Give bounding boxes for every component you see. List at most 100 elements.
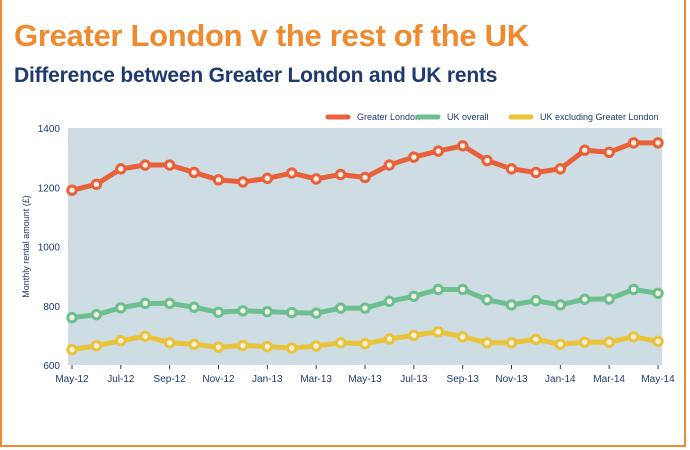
x-tick-label: Mar-13 xyxy=(300,374,332,385)
chart-subtitle: Difference between Greater London and UK… xyxy=(14,64,498,87)
data-point xyxy=(579,144,591,156)
data-point xyxy=(359,302,371,314)
data-point xyxy=(383,159,396,171)
data-point xyxy=(505,299,518,311)
data-point xyxy=(383,295,396,308)
y-tick-label: 1400 xyxy=(38,124,61,135)
data-point xyxy=(481,154,493,167)
data-point xyxy=(66,184,78,196)
data-point xyxy=(603,336,615,348)
data-point xyxy=(261,172,274,185)
data-point xyxy=(530,333,542,345)
data-point xyxy=(237,339,249,352)
x-tick-label: Sep-13 xyxy=(447,374,480,385)
y-tick-label: 600 xyxy=(43,361,60,372)
data-point xyxy=(115,302,127,314)
data-point xyxy=(408,151,420,163)
data-point xyxy=(237,305,249,317)
data-point xyxy=(90,178,103,190)
data-point xyxy=(163,337,176,349)
data-point xyxy=(530,295,542,307)
data-point xyxy=(163,297,176,310)
data-point xyxy=(188,301,200,313)
y-tick-label: 800 xyxy=(43,302,60,313)
data-point xyxy=(139,330,151,342)
data-point xyxy=(212,174,225,186)
data-point xyxy=(310,173,322,185)
y-tick-label: 1200 xyxy=(38,183,61,194)
y-axis-label: Monthly rental amount (£) xyxy=(21,195,31,298)
data-point xyxy=(505,163,518,175)
x-tick-label: May-13 xyxy=(348,374,382,385)
x-tick-label: Sep-12 xyxy=(154,374,187,385)
data-point xyxy=(212,306,225,318)
y-tick-label: 1000 xyxy=(38,243,61,254)
data-point xyxy=(432,145,444,157)
data-point xyxy=(383,333,396,345)
data-point xyxy=(481,337,493,349)
x-tick-label: Jan-13 xyxy=(252,374,283,385)
legend: Greater London UK overall UK excluding Gre… xyxy=(325,112,659,122)
data-point xyxy=(652,335,664,347)
x-tick-label: May-14 xyxy=(641,374,675,385)
data-point xyxy=(310,340,322,352)
data-point xyxy=(334,168,347,181)
data-point xyxy=(261,305,274,318)
data-point xyxy=(530,166,542,179)
data-point xyxy=(627,283,640,296)
data-point xyxy=(261,340,274,353)
data-point xyxy=(603,146,615,158)
data-point xyxy=(579,293,591,305)
legend-label: Greater London xyxy=(357,112,420,122)
data-point xyxy=(579,336,591,348)
data-point xyxy=(359,171,371,184)
data-point xyxy=(139,159,151,171)
data-point xyxy=(432,283,444,296)
data-point xyxy=(66,311,78,324)
data-point xyxy=(163,159,176,171)
data-point xyxy=(334,302,347,314)
data-point xyxy=(237,176,249,188)
data-point xyxy=(432,326,444,338)
data-point xyxy=(334,337,347,349)
data-point xyxy=(652,137,664,149)
data-point xyxy=(627,331,640,343)
x-axis: May-12 Jul-12 Sep-12 Nov-12 Jan-13 Mar-13 May-… xyxy=(55,365,675,385)
x-tick-label: Nov-13 xyxy=(495,374,528,385)
data-point xyxy=(652,287,664,300)
x-tick-label: Jul-12 xyxy=(107,374,135,385)
x-tick-label: Nov-12 xyxy=(202,374,235,385)
data-point xyxy=(456,283,469,296)
data-point xyxy=(505,337,518,349)
data-point xyxy=(286,306,298,319)
data-point xyxy=(115,335,127,347)
series-group xyxy=(66,137,664,356)
x-tick-label: Mar-14 xyxy=(593,374,625,385)
data-point xyxy=(603,293,615,305)
data-point xyxy=(286,167,298,179)
data-point xyxy=(481,294,493,306)
data-point xyxy=(456,140,469,152)
x-tick-label: May-12 xyxy=(55,374,89,385)
data-point xyxy=(66,343,78,356)
data-point xyxy=(554,299,567,311)
page-title: Greater London v the rest of the UK xyxy=(14,18,529,53)
legend-label: UK excluding Greater London xyxy=(540,112,659,122)
data-point xyxy=(286,342,298,354)
data-point xyxy=(90,340,103,352)
legend-label: UK overall xyxy=(447,112,489,122)
data-point xyxy=(456,331,469,343)
data-point xyxy=(90,308,103,321)
data-point xyxy=(310,307,322,319)
data-point xyxy=(188,166,200,179)
data-point xyxy=(408,329,420,342)
data-point xyxy=(115,163,127,175)
data-point xyxy=(554,163,567,175)
data-point xyxy=(554,338,567,350)
data-point xyxy=(627,137,640,149)
data-point xyxy=(408,290,420,302)
x-tick-label: Jul-13 xyxy=(400,374,428,385)
data-point xyxy=(139,297,151,310)
data-point xyxy=(188,338,200,350)
